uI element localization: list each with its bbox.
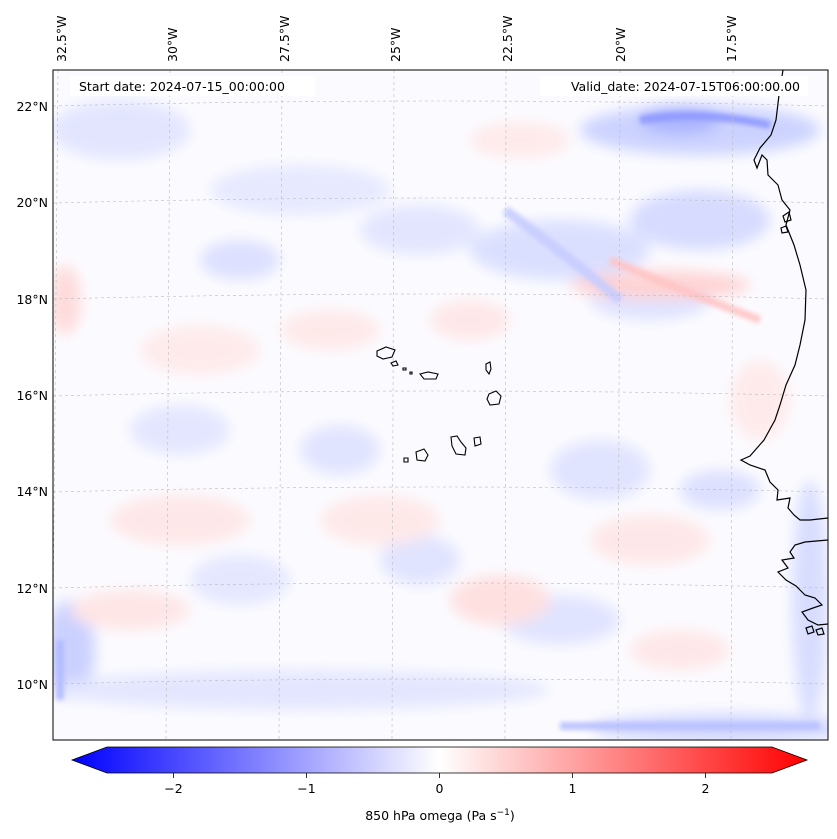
lon-label: 27.5°W xyxy=(277,16,292,62)
colorbar-ticks: −2 −1 0 1 2 xyxy=(164,773,709,796)
cape-verde-islands xyxy=(376,346,502,463)
omega-streaks xyxy=(56,112,820,730)
colorbar-tick-label: 1 xyxy=(569,781,577,796)
lon-label: 32.5°W xyxy=(54,16,69,62)
lat-labels: 22°N 20°N 18°N 16°N 14°N 12°N 10°N xyxy=(16,99,48,692)
colorbar-title: 850 hPa omega (Pa s−1) xyxy=(365,808,515,823)
lon-label: 22.5°W xyxy=(500,16,515,62)
colorbar-tick-label: 2 xyxy=(702,781,710,796)
start-date-box xyxy=(70,76,315,96)
lat-label: 22°N xyxy=(16,99,48,114)
lat-label: 12°N xyxy=(16,581,48,596)
colorbar: −2 −1 0 1 2 850 hPa omega (Pa s−1) xyxy=(70,746,809,823)
lat-label: 20°N xyxy=(16,195,48,210)
colorbar-tick-label: −1 xyxy=(297,781,315,796)
start-date-label: Start date: 2024-07-15_00:00:00 xyxy=(79,79,285,94)
african-coastline[interactable] xyxy=(739,70,828,636)
lat-label: 18°N xyxy=(16,292,48,307)
map-frame xyxy=(52,69,829,741)
valid-date-box xyxy=(540,76,808,96)
colorbar-tick-label: −2 xyxy=(164,781,182,796)
lat-label: 10°N xyxy=(16,677,48,692)
map-area[interactable]: Start date: 2024-07-15_00:00:00 Valid_da… xyxy=(45,70,837,742)
lon-label: 17.5°W xyxy=(724,16,739,62)
lat-label: 14°N xyxy=(16,484,48,499)
lon-labels: 32.5°W 30°W 27.5°W 25°W 22.5°W 20°W 17.5… xyxy=(54,16,739,62)
colorbar-bar xyxy=(70,746,809,774)
colorbar-tick-label: 0 xyxy=(436,781,444,796)
lon-label: 25°W xyxy=(388,27,403,62)
valid-date-label: Valid_date: 2024-07-15T06:00:00.00 xyxy=(571,79,800,94)
lon-label: 30°W xyxy=(165,27,180,62)
lon-label: 20°W xyxy=(613,27,628,62)
graticule xyxy=(53,70,828,740)
lat-label: 16°N xyxy=(16,388,48,403)
